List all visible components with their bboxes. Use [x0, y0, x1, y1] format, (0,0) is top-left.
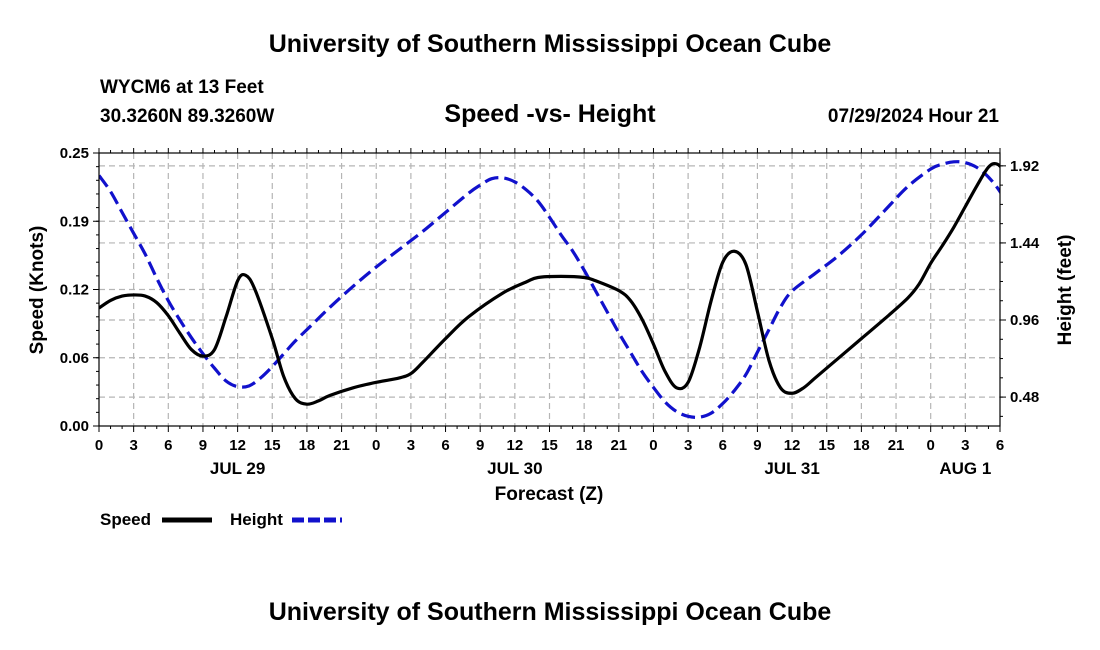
y-tick-label: 0.06: [60, 350, 89, 367]
x-tick-label: 21: [610, 437, 627, 454]
footer-title: University of Southern Mississippi Ocean…: [268, 598, 832, 626]
y2-tick-label: 1.92: [1010, 158, 1039, 175]
x-tick-label: 6: [441, 437, 449, 454]
x-tick-label: 6: [164, 437, 172, 454]
x-axis-label: Forecast (Z): [495, 484, 604, 505]
x-tick-label: 15: [264, 437, 281, 454]
coordinates-label: 30.3260N 89.3260W: [100, 106, 275, 127]
x-tick-label: 0: [372, 437, 380, 454]
y2-tick-label: 0.96: [1010, 312, 1039, 329]
y-axis-label: Speed (Knots): [27, 226, 48, 355]
y-tick-label: 0.12: [60, 282, 89, 299]
y-tick-label: 0.00: [60, 418, 89, 435]
x-tick-label: 3: [961, 437, 969, 454]
page-title: University of Southern Mississippi Ocean…: [268, 30, 832, 58]
x-tick-label: 9: [476, 437, 484, 454]
date-label: AUG 1: [939, 459, 991, 478]
x-tick-label: 6: [996, 437, 1004, 454]
x-tick-label: 6: [719, 437, 727, 454]
series-line-speed: [99, 161, 1000, 406]
y2-tick-label: 1.44: [1010, 235, 1040, 252]
legend: Speed Height: [100, 510, 342, 529]
y-tick-label: 0.25: [60, 145, 89, 162]
y-tick-label: 0.19: [60, 213, 89, 230]
axes: 0 3 6 9 12 15 18 21 0 3 6 9 12 15 18 21 0 3 6 9 12 15 18 21 0 3 6 J…: [60, 145, 1040, 478]
x-tick-label: 9: [199, 437, 207, 454]
station-label: WYCM6 at 13 Feet: [100, 77, 264, 98]
x-tick-label: 9: [753, 437, 761, 454]
forecast-datetime: 07/29/2024 Hour 21: [827, 106, 999, 127]
x-tick-label: 12: [784, 437, 801, 454]
x-tick-label: 12: [507, 437, 524, 454]
x-tick-label: 0: [649, 437, 657, 454]
date-label: JUL 29: [210, 459, 265, 478]
x-tick-label: 0: [95, 437, 103, 454]
x-tick-label: 3: [407, 437, 415, 454]
y2-axis-label: Height (feet): [1055, 235, 1076, 346]
grid: [99, 153, 1000, 426]
x-tick-label: 18: [576, 437, 593, 454]
date-label: JUL 31: [764, 459, 819, 478]
series-layer: [99, 160, 1000, 419]
legend-height-label: Height: [230, 510, 283, 529]
x-tick-label: 18: [853, 437, 870, 454]
y2-tick-label: 0.48: [1010, 389, 1039, 406]
series-line-height: [99, 160, 1000, 419]
date-label: JUL 30: [487, 459, 542, 478]
x-tick-label: 15: [818, 437, 835, 454]
x-tick-label: 3: [129, 437, 137, 454]
x-tick-label: 3: [684, 437, 692, 454]
chart-title: Speed -vs- Height: [444, 100, 656, 128]
x-tick-label: 18: [299, 437, 316, 454]
legend-speed-label: Speed: [100, 510, 151, 529]
x-tick-label: 21: [333, 437, 350, 454]
x-tick-label: 21: [888, 437, 905, 454]
x-tick-label: 12: [229, 437, 246, 454]
x-tick-label: 0: [927, 437, 935, 454]
x-tick-label: 15: [541, 437, 558, 454]
